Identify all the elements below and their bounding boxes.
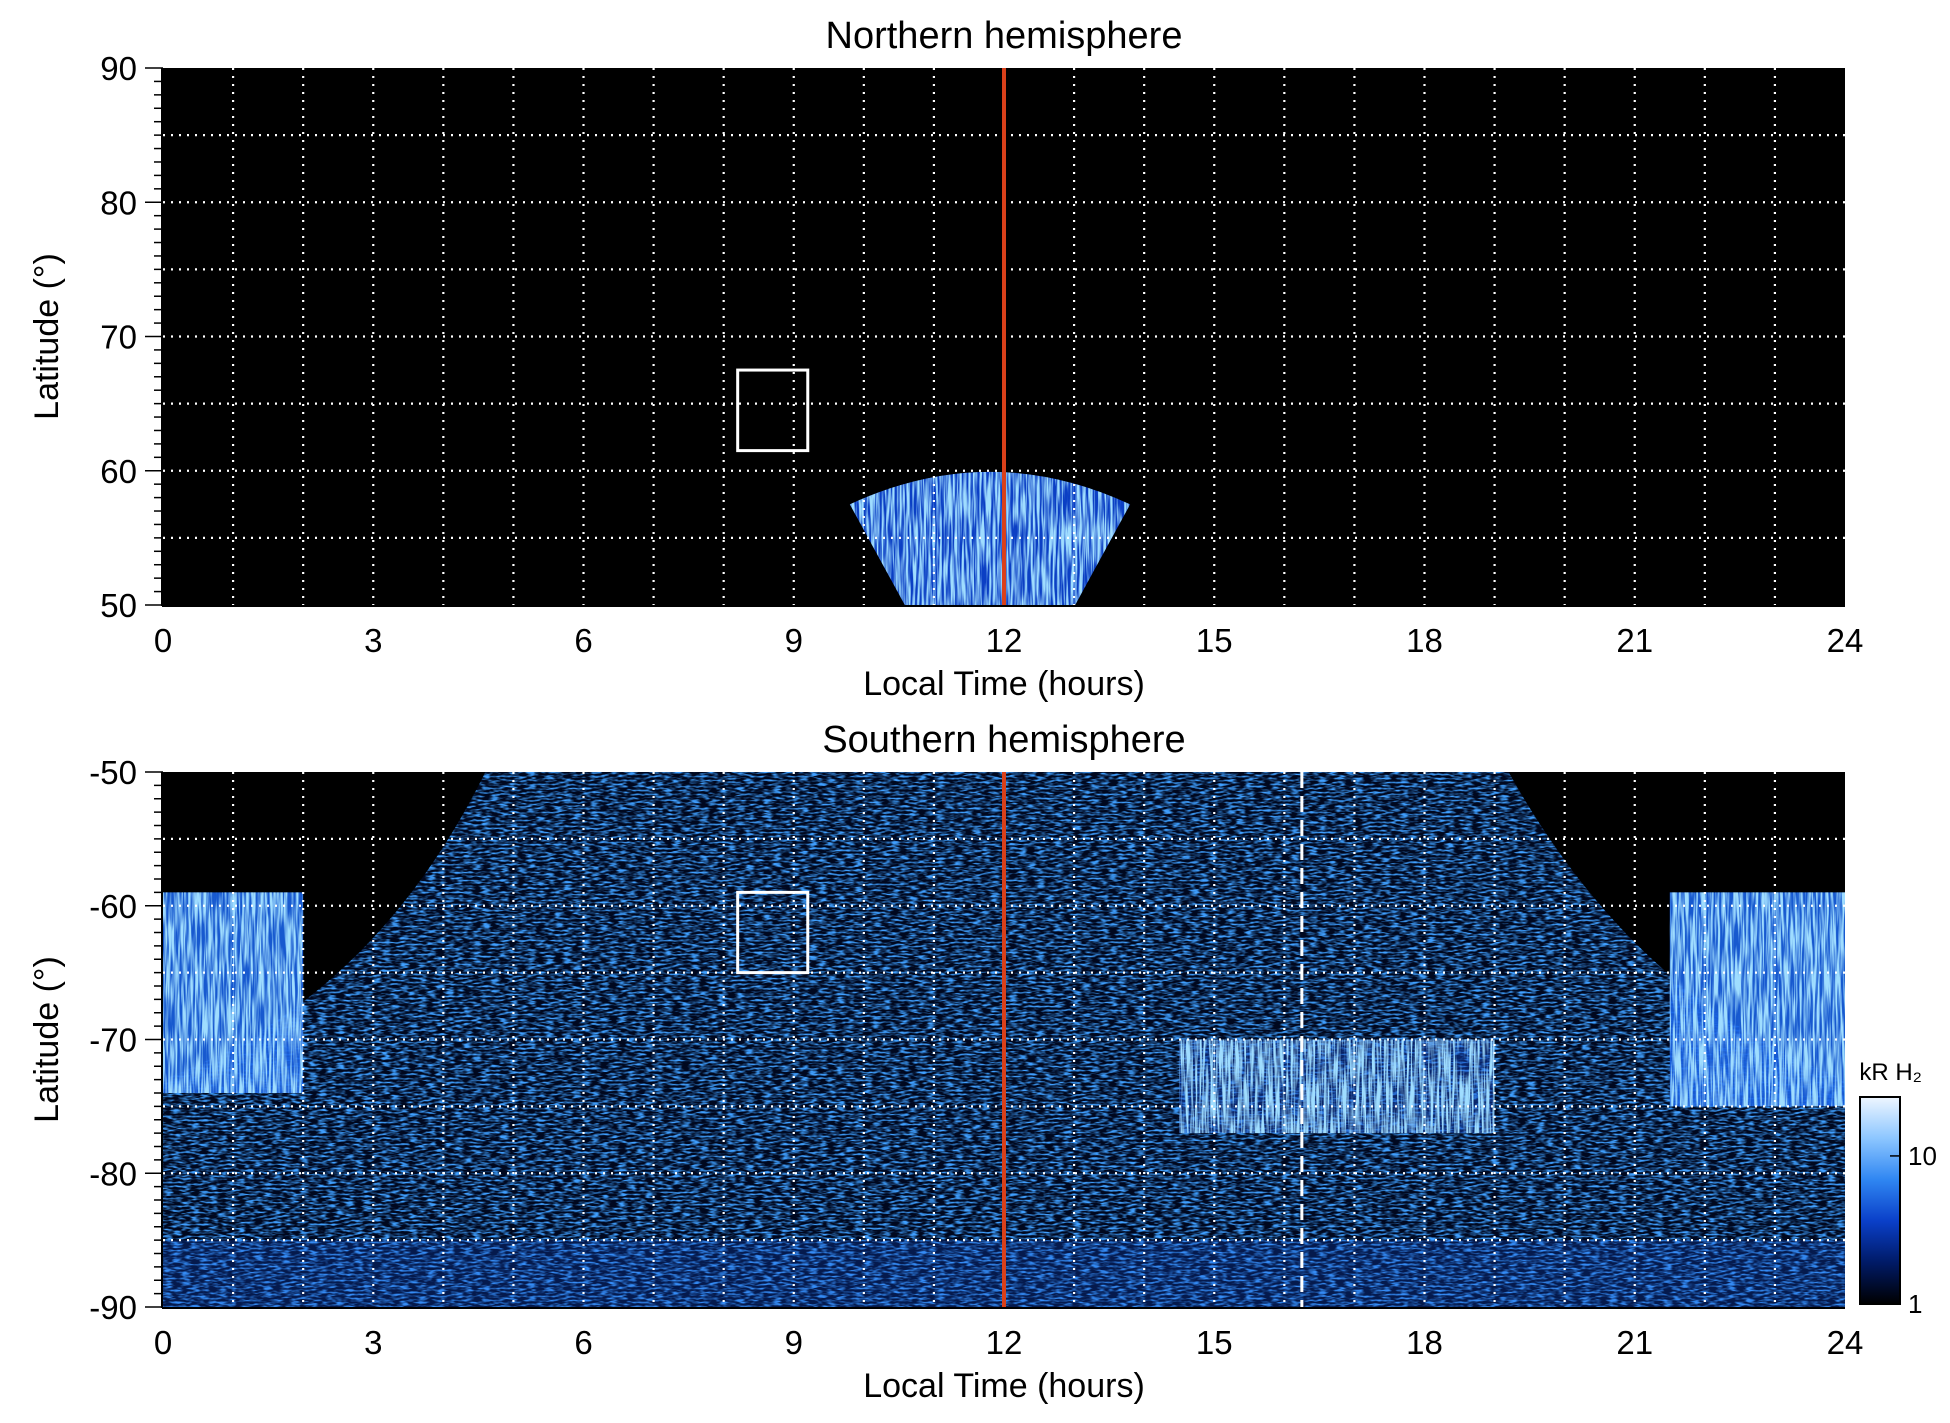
emission-dusk-arc-streaks [1669,892,1845,1107]
y-axis-label: Latitude (°) [28,253,66,420]
x-tick-label: 24 [1827,622,1864,659]
emission-layer [849,471,1131,605]
colorbar: kR H₂ 1 10 [1859,1059,1937,1319]
axes: -90 -80 -70 -60 -50 0 3 6 9 12 15 18 21 24 [89,754,1863,1361]
x-tick-label: 18 [1406,1324,1443,1361]
y-tick-label: 90 [100,50,137,87]
colorbar-label: kR H₂ [1859,1059,1922,1086]
x-tick-label: 15 [1196,622,1233,659]
x-tick-label: 9 [785,1324,803,1361]
x-tick-label: 12 [986,1324,1023,1361]
chart-title: Southern hemisphere [822,719,1185,761]
x-tick-label: 6 [574,1324,592,1361]
x-tick-label: 0 [154,622,172,659]
x-tick-label: 6 [574,622,592,659]
y-tick-label: -80 [89,1155,137,1192]
x-tick-label: 3 [364,1324,382,1361]
x-tick-label: 24 [1827,1324,1864,1361]
y-tick-label: 50 [100,587,137,624]
y-tick-label: -50 [89,754,137,791]
region-box [736,890,810,975]
x-tick-label: 12 [986,622,1023,659]
x-tick-label: 21 [1616,622,1653,659]
axes: 50 60 70 80 90 0 3 6 9 12 15 18 21 24 [100,50,1863,659]
y-axis-label: Latitude (°) [28,956,66,1123]
y-tick-label: -90 [89,1289,137,1326]
x-tick-label: 21 [1616,1324,1653,1361]
colorbar-ticks: 1 10 [1890,1141,1937,1319]
colorbar-tick-label: 10 [1908,1141,1937,1171]
y-tick-label: -70 [89,1022,137,1059]
x-axis-label: Local Time (hours) [863,1367,1145,1405]
x-tick-label: 9 [785,622,803,659]
y-tick-label: 80 [100,184,137,221]
region-box [736,368,810,453]
x-axis-label: Local Time (hours) [863,665,1145,703]
northern-panel: Northern hemisphere 50 60 70 80 90 0 3 6 9 12 15 18… [28,15,1863,703]
southern-panel: Southern hemisphere -90 -80 -70 -60 -50 0 3 6 9 1… [28,719,1863,1405]
overlay [736,772,1304,1307]
x-tick-label: 18 [1406,622,1443,659]
colorbar-scale [1859,1096,1901,1305]
x-tick-label: 15 [1196,1324,1233,1361]
x-tick-label: 0 [154,1324,172,1361]
y-tick-label: -60 [89,888,137,925]
y-tick-label: 70 [100,319,137,356]
colorbar-tick-label: 1 [1908,1289,1922,1319]
y-tick-label: 60 [100,453,137,490]
emission-afternoon-patch-streaks [1179,1039,1495,1134]
chart-title: Northern hemisphere [826,15,1183,57]
x-tick-label: 3 [364,622,382,659]
overlay [736,68,1006,605]
emission-fan-streaks [849,471,1131,605]
emission-dawn-arc-streaks [163,892,304,1093]
